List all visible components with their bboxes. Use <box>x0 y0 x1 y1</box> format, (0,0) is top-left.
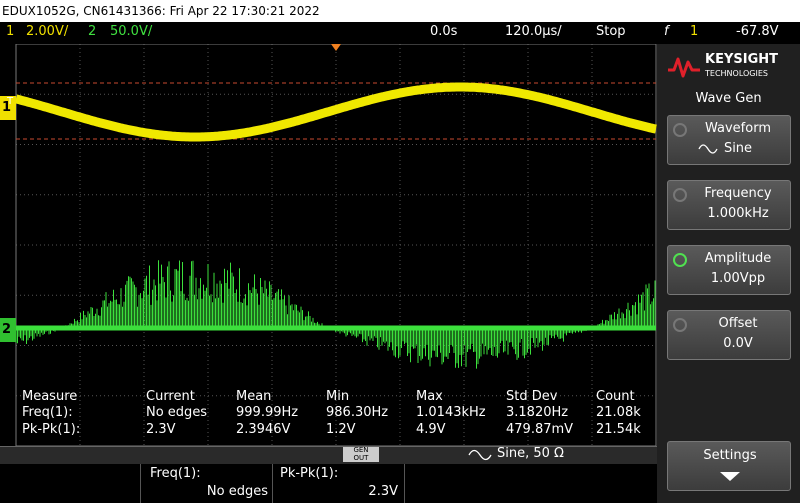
ch2-marker-label: 2 <box>2 322 12 337</box>
separator <box>272 464 273 503</box>
gen-badge <box>343 447 379 462</box>
footer-value: 2.3V <box>368 484 398 499</box>
softkey-label: Amplitude <box>704 251 772 266</box>
measure-cell: Measure <box>22 389 78 404</box>
sine-icon <box>468 449 492 461</box>
softkey[interactable]: Amplitude 1.00Vpp <box>667 245 791 295</box>
logo-mark <box>668 57 700 78</box>
ch1-label: 1 <box>6 24 15 39</box>
softkey[interactable]: Waveform Sine <box>667 115 791 165</box>
measure-cell: 999.99Hz <box>236 405 299 420</box>
trigger-level: -67.8V <box>736 24 779 39</box>
sine-icon <box>698 144 718 154</box>
ch1-trace <box>14 82 657 142</box>
ch2-label: 2 <box>88 24 97 39</box>
measure-cell: Pk-Pk(1): <box>22 422 81 437</box>
ch1-marker <box>0 96 16 120</box>
run-state: Stop <box>596 24 626 39</box>
gen-badge-bottom: OUT <box>353 454 369 462</box>
separator <box>404 464 405 503</box>
measure-cell: 21.54k <box>596 422 641 437</box>
ch2-scale: 50.0V/ <box>110 24 153 39</box>
softkey-panel: KEYSIGHT TECHNOLOGIES Wave Gen Waveform S… <box>657 44 800 503</box>
measure-cell: 21.08k <box>596 405 641 420</box>
knob-icon <box>673 253 687 267</box>
time-delay: 0.0s <box>430 24 458 39</box>
footer-label: Pk-Pk(1): <box>280 466 339 481</box>
measure-cell: No edges <box>146 405 208 420</box>
ch2-trace <box>15 260 656 369</box>
measure-cell: Std Dev <box>506 389 558 404</box>
settings-button[interactable]: Settings <box>667 441 791 491</box>
measure-cell: 4.9V <box>416 422 446 437</box>
measure-cell: Count <box>596 389 635 404</box>
measure-cell: Min <box>326 389 350 404</box>
ch1-scale: 2.00V/ <box>26 24 69 39</box>
measure-cell: Current <box>146 389 195 404</box>
knob-icon <box>673 318 687 332</box>
measure-cell: Mean <box>236 389 272 404</box>
footer-value: No edges <box>206 484 268 499</box>
sine-path <box>698 144 718 154</box>
softkey-label: Frequency <box>704 186 772 201</box>
logo-brand: KEYSIGHT <box>705 52 778 67</box>
softkey-label: Offset <box>718 316 758 331</box>
logo-sub: TECHNOLOGIES <box>705 69 768 78</box>
measure-cell: Freq(1): <box>22 405 73 420</box>
measure-cell: 1.0143kHz <box>416 405 486 420</box>
measure-cell: Max <box>416 389 443 404</box>
softkey[interactable]: Frequency 1.000kHz <box>667 180 791 230</box>
measure-cell: 1.2V <box>326 422 356 437</box>
ch2-marker <box>0 318 16 342</box>
grid <box>16 44 656 446</box>
measure-cell: 986.30Hz <box>326 405 389 420</box>
softkey[interactable]: Offset 0.0V <box>667 310 791 360</box>
ch1-marker-label: 1 <box>2 100 12 115</box>
title: EDUX1052G, CN61431366: Fri Apr 22 17:30:… <box>2 4 320 18</box>
measure-cell: 479.87mV <box>506 422 574 437</box>
trigger-icon: f <box>664 24 669 39</box>
measure-cell: 2.3946V <box>236 422 291 437</box>
measure-cell: 3.1820Hz <box>506 405 569 420</box>
settings-label: Settings <box>703 448 757 463</box>
title-bar <box>0 0 800 22</box>
footer-label: Freq(1): <box>150 466 201 481</box>
softkey-value: Sine <box>723 141 753 156</box>
time-scale: 120.0µs/ <box>505 24 562 39</box>
menu-title: Wave Gen <box>695 91 762 106</box>
softkey-label: Waveform <box>705 121 771 136</box>
down-arrow <box>720 472 740 481</box>
softkey-value: 1.000kHz <box>707 206 769 221</box>
gen-badge-top: GEN <box>353 446 369 454</box>
graticule <box>0 44 657 448</box>
knob-icon <box>673 188 687 202</box>
separator <box>140 464 141 503</box>
gen-signal: Sine, 50 Ω <box>497 446 564 461</box>
knob-icon <box>673 123 687 137</box>
softkey-value: 1.00Vpp <box>710 271 766 286</box>
gen-bar <box>0 446 657 464</box>
measure-cell: 2.3V <box>146 422 176 437</box>
trigger-source: 1 <box>690 24 699 39</box>
trigger-pos-marker <box>331 44 341 51</box>
trigger-marker: T <box>7 96 14 107</box>
softkey-value: 0.0V <box>723 336 753 351</box>
